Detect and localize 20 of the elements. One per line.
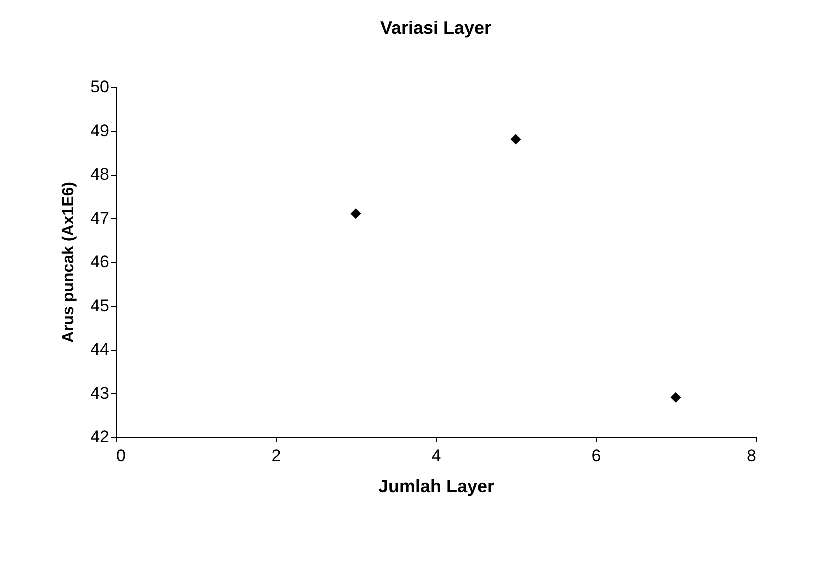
x-tick-label: 6 (592, 446, 602, 466)
y-axis-title: Arus puncak (Ax1E6) (60, 182, 78, 343)
y-tick-label: 50 (90, 78, 110, 96)
y-tick-label: 46 (90, 252, 110, 272)
y-tick-label: 47 (90, 208, 110, 228)
point (510, 134, 522, 145)
point (670, 392, 682, 403)
y-tick-label: 49 (90, 121, 110, 140)
point (350, 208, 362, 220)
x-tick-label: 2 (272, 446, 282, 466)
x-tick-label: 4 (432, 446, 442, 466)
x-tick-label: 8 (747, 446, 756, 466)
x-axis-title: Jumlah Layer (378, 476, 495, 496)
y-tick-label: 48 (90, 165, 110, 184)
chart-title: Variasi Layer (380, 18, 492, 38)
y-tick-label: 44 (90, 340, 110, 359)
y-tick-label: 45 (90, 296, 110, 316)
x-tick-label: 0 (116, 446, 126, 466)
y-tick-label: 42 (90, 428, 110, 446)
y-tick-label: 43 (90, 384, 110, 403)
